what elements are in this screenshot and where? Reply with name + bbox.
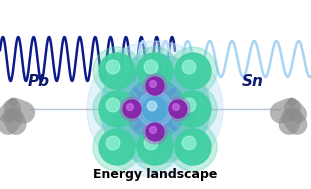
Polygon shape [290,105,294,119]
Circle shape [99,53,135,89]
Circle shape [106,136,120,150]
Circle shape [182,136,196,150]
Circle shape [175,53,211,89]
Text: Energy landscape: Energy landscape [93,168,218,181]
Circle shape [143,74,167,98]
Circle shape [144,60,158,74]
Circle shape [106,60,120,74]
Circle shape [137,91,173,127]
Circle shape [175,91,211,127]
Circle shape [144,136,158,150]
Text: Sn: Sn [242,74,264,88]
Circle shape [127,104,133,110]
Circle shape [131,123,179,171]
Circle shape [137,53,173,89]
Circle shape [123,100,141,118]
Circle shape [143,97,167,121]
Polygon shape [11,105,15,119]
Circle shape [182,60,196,74]
Circle shape [182,98,196,112]
Circle shape [150,81,156,88]
Circle shape [146,123,164,141]
Circle shape [175,129,211,165]
Text: Pb: Pb [28,74,50,88]
Circle shape [169,85,217,133]
Circle shape [113,67,197,151]
Circle shape [169,47,217,95]
Circle shape [9,98,17,106]
Circle shape [125,79,185,139]
Circle shape [166,97,190,121]
Circle shape [147,101,157,111]
Circle shape [87,41,223,177]
Circle shape [146,77,164,95]
Circle shape [99,91,135,127]
Circle shape [93,47,141,95]
Circle shape [93,123,141,171]
Circle shape [150,127,156,133]
Circle shape [100,54,210,164]
Circle shape [169,100,187,118]
Circle shape [137,129,173,165]
Circle shape [106,98,120,112]
Circle shape [93,85,141,133]
Circle shape [169,123,217,171]
Circle shape [143,120,167,144]
Circle shape [99,129,135,165]
Circle shape [173,104,179,110]
Circle shape [288,98,296,106]
Circle shape [131,47,179,95]
Circle shape [120,97,144,121]
